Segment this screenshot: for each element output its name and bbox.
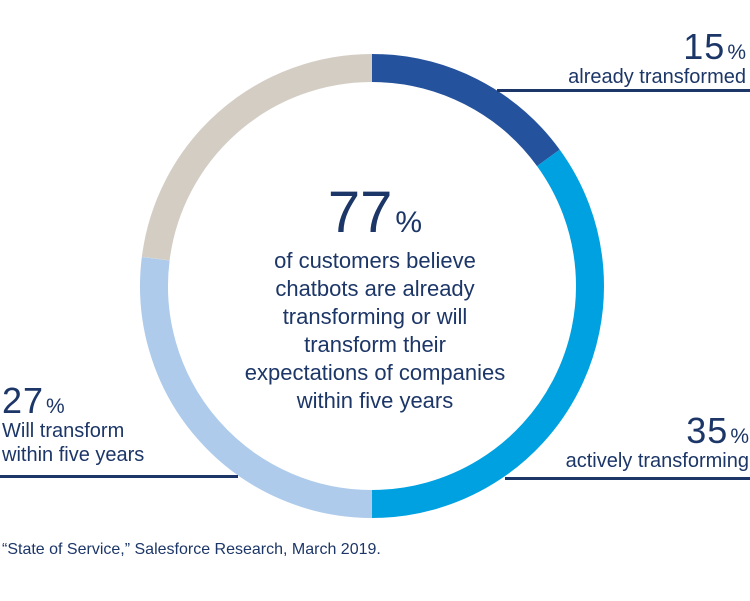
center-description-line: within five years bbox=[296, 388, 454, 413]
donut-segment-actively-transforming bbox=[372, 149, 604, 518]
stat-35-percent: 35% bbox=[566, 413, 749, 449]
callout-actively-transforming: 35% actively transforming bbox=[566, 413, 749, 473]
stat-77-percent: 77% bbox=[213, 184, 537, 242]
stat-77-value: 77 bbox=[327, 180, 393, 245]
center-description-line: transforming or will bbox=[282, 304, 468, 329]
callout-label-actively-transforming: actively transforming bbox=[565, 450, 749, 472]
center-description-line: of customers believe bbox=[274, 248, 476, 273]
stat-27-value: 27 bbox=[2, 380, 45, 421]
center-description-line: expectations of companies bbox=[244, 360, 506, 385]
center-description-line: chatbots are already bbox=[275, 276, 475, 301]
callout-already-transformed: 15% already transformed bbox=[568, 29, 746, 89]
donut-center-statistic: 77% of customers believe chatbots are al… bbox=[213, 184, 537, 415]
source-citation: “State of Service,” Salesforce Research,… bbox=[2, 541, 381, 558]
stat-27-percent: 27% bbox=[2, 383, 144, 419]
donut-segment-already-transformed bbox=[371, 54, 560, 167]
callout-will-transform: 27% Will transform within five years bbox=[2, 383, 144, 467]
callout-label-already-transformed: already transformed bbox=[568, 66, 746, 88]
callout-underline-bottom-right bbox=[505, 477, 750, 480]
center-statistic-description: of customers believe chatbots are alread… bbox=[213, 247, 537, 415]
callout-underline-left bbox=[0, 475, 238, 478]
donut-segment-will-transform-within-five-years bbox=[140, 256, 373, 518]
center-description-line: transform their bbox=[304, 332, 446, 357]
percent-sign: % bbox=[395, 206, 423, 239]
callout-label-will-transform-line2: within five years bbox=[2, 444, 145, 466]
callout-label-will-transform-line1: Will transform bbox=[2, 420, 125, 442]
callout-underline-top-right bbox=[497, 89, 750, 92]
percent-sign: % bbox=[46, 395, 65, 418]
stat-15-value: 15 bbox=[683, 26, 726, 67]
stat-35-value: 35 bbox=[686, 410, 729, 451]
percent-sign: % bbox=[727, 41, 746, 64]
percent-sign: % bbox=[730, 425, 749, 448]
donut-segment-unlabeled bbox=[141, 54, 373, 261]
stat-15-percent: 15% bbox=[568, 29, 746, 65]
